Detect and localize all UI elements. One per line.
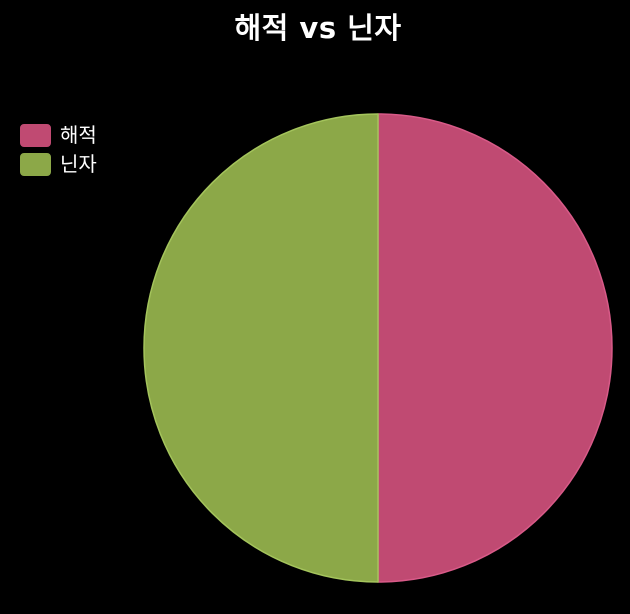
legend-item-ninjas[interactable]: 닌자 — [20, 151, 97, 178]
legend-label-ninjas: 닌자 — [60, 152, 97, 176]
legend-label-pirates: 해적 — [60, 123, 97, 147]
pie-slice-ninjas[interactable] — [143, 113, 379, 583]
legend-swatch-ninjas — [20, 153, 51, 176]
legend: 해적 닌자 — [20, 122, 97, 180]
pie-slice-pirates[interactable] — [377, 113, 613, 583]
legend-item-pirates[interactable]: 해적 — [20, 122, 97, 149]
legend-swatch-pirates — [20, 124, 51, 147]
chart-title: 해적 vs 닌자 — [234, 11, 402, 45]
